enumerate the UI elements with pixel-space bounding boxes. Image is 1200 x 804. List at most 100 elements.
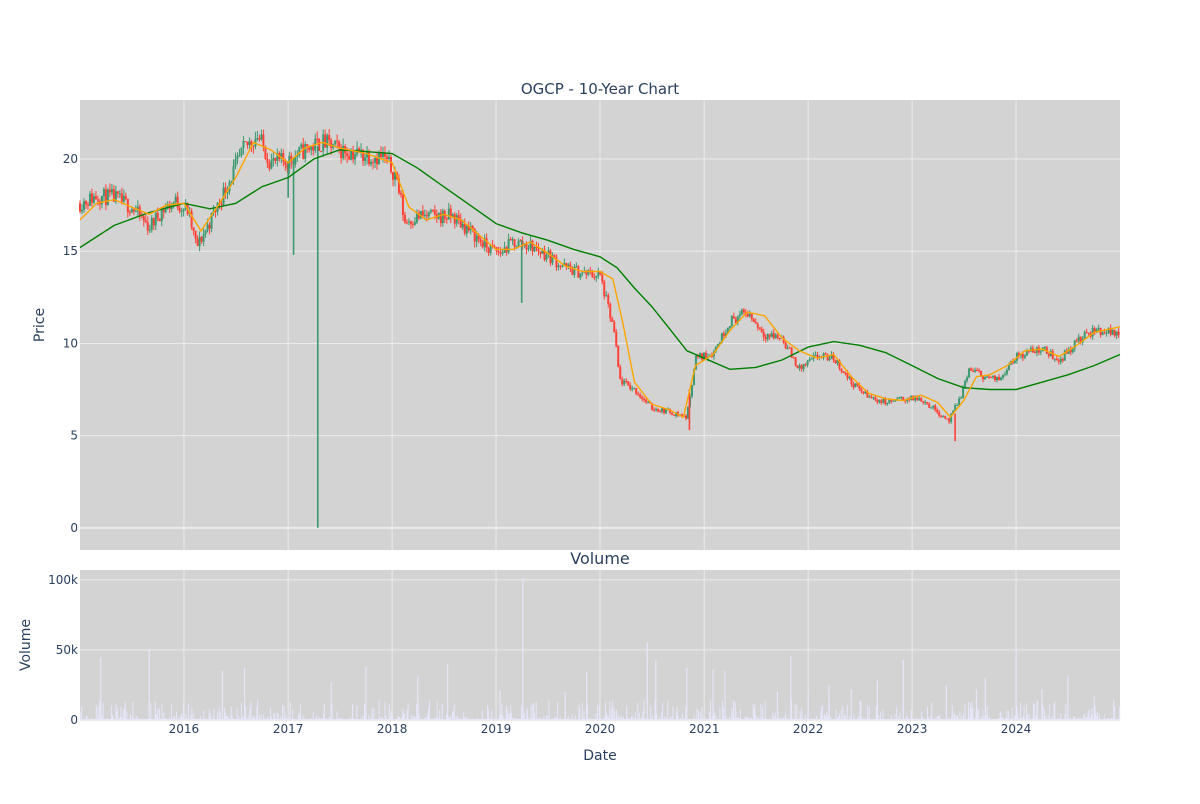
candle-body <box>290 155 293 162</box>
candle-body <box>916 397 919 401</box>
candle-body <box>661 408 664 412</box>
candle-body <box>338 141 341 148</box>
candle-body <box>890 399 893 402</box>
candle-body <box>1053 358 1056 360</box>
candle-body <box>262 134 265 147</box>
volume-y-tick-label: 0 <box>70 713 78 727</box>
candle-body <box>134 211 137 213</box>
candle-body <box>1085 331 1088 333</box>
candle-body <box>1013 360 1016 363</box>
candle-body <box>714 346 717 352</box>
candle-body <box>447 208 450 220</box>
candle-body <box>431 209 434 211</box>
candle-body <box>569 264 572 269</box>
candle-body <box>479 239 482 243</box>
candle-body <box>102 189 105 197</box>
candle-body <box>952 410 955 414</box>
candle-body <box>529 240 532 249</box>
candle-body <box>579 273 582 278</box>
candle-body <box>401 194 404 215</box>
candle-body <box>928 403 931 408</box>
candle-body <box>653 409 656 411</box>
candle-body <box>629 385 632 390</box>
date-x-tick-label: 2023 <box>897 722 928 736</box>
candle-body <box>607 295 610 304</box>
candle-body <box>180 211 183 213</box>
candle-body <box>451 214 454 218</box>
candle-body <box>334 140 337 145</box>
candle-body <box>200 236 203 242</box>
candle-body <box>417 212 420 219</box>
candle-body <box>280 153 283 159</box>
candle-body <box>587 270 590 275</box>
candle-body <box>615 331 618 347</box>
candle-body <box>846 373 849 379</box>
candle-body <box>230 181 233 183</box>
candle-body <box>116 191 119 194</box>
candle-body <box>232 166 235 182</box>
candle-body <box>391 172 394 180</box>
candle-body <box>300 144 303 148</box>
candle-body <box>310 146 313 151</box>
candle-body <box>174 196 177 203</box>
candle-body <box>1069 349 1072 353</box>
candle-body <box>557 265 560 268</box>
candle-body <box>521 241 524 246</box>
candle-body <box>397 179 400 193</box>
candle-body <box>296 155 299 157</box>
candle-body <box>112 189 115 202</box>
candle-body <box>132 209 135 212</box>
candle-body <box>471 226 474 229</box>
candle-body <box>539 251 542 254</box>
candle-body <box>764 337 767 340</box>
candle-body <box>692 369 695 386</box>
candle-body <box>286 164 289 169</box>
candle-body <box>517 240 520 247</box>
candle-body <box>681 414 684 417</box>
candle-body <box>208 224 211 229</box>
candle-body <box>1095 329 1098 333</box>
candle-body <box>595 275 598 278</box>
candle-body <box>308 145 311 151</box>
candle-body <box>984 377 987 380</box>
candle-body <box>1093 328 1096 333</box>
candle-body <box>1033 352 1036 354</box>
candle-body <box>268 162 271 169</box>
candle-body <box>82 201 85 210</box>
volume-y-tick-label: 100k <box>48 573 78 587</box>
candle-body <box>834 360 837 364</box>
candle-body <box>756 323 759 328</box>
candle-body <box>124 195 127 199</box>
candle-body <box>152 218 155 226</box>
candle-body <box>94 196 97 200</box>
volume-series <box>79 578 1121 720</box>
date-x-tick-label: 2020 <box>585 722 616 736</box>
candle-body <box>591 271 594 277</box>
candle-body <box>1107 327 1110 333</box>
candle-body <box>240 147 243 156</box>
candle-body <box>738 314 741 317</box>
candle-body <box>637 393 640 395</box>
candle-body <box>248 141 251 145</box>
candle-body <box>162 209 165 213</box>
candle-body <box>858 384 861 389</box>
candle-body <box>513 239 516 247</box>
candle-body <box>854 383 857 388</box>
candle-body <box>900 396 903 398</box>
candle-body <box>989 376 992 378</box>
candle-body <box>485 238 488 248</box>
candle-body <box>164 208 167 213</box>
candle-body <box>814 354 817 356</box>
candle-body <box>483 238 486 248</box>
candle-body <box>118 193 121 195</box>
candle-body <box>898 397 901 399</box>
candle-body <box>467 225 470 231</box>
candle-body <box>324 134 327 148</box>
candle-body <box>178 207 181 212</box>
candle-body <box>210 212 213 229</box>
candle-body <box>206 224 209 231</box>
date-x-tick-label: 2021 <box>689 722 720 736</box>
price-y-tick-label: 0 <box>70 521 78 535</box>
candle-body <box>276 153 279 161</box>
candle-body <box>1047 353 1050 357</box>
